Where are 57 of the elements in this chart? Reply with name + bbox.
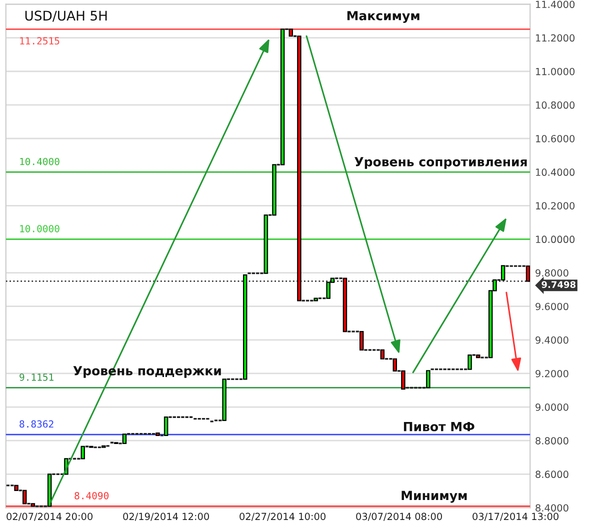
ref-line-label: 10.4000 xyxy=(20,158,60,166)
candlestick xyxy=(222,378,226,422)
candlestick xyxy=(272,164,276,216)
ref-line-label: 9.7498 xyxy=(542,281,576,288)
y-tick-label: 9.2000 xyxy=(536,370,568,378)
y-tick-label: 8.8000 xyxy=(536,437,568,444)
y-tick-label: 11.2000 xyxy=(536,34,575,42)
annotation: Максимум xyxy=(347,11,420,23)
candlestick xyxy=(30,503,36,507)
ref-line-label: 8.8362 xyxy=(20,420,54,428)
candlestick xyxy=(297,36,302,302)
candlestick xyxy=(47,474,52,507)
y-tick-label: 8.6000 xyxy=(536,470,568,478)
candlestick xyxy=(500,265,506,281)
candlestick xyxy=(526,266,530,282)
candlestick xyxy=(80,446,85,460)
candlestick xyxy=(468,354,472,370)
y-tick-label: 10.6000 xyxy=(536,134,575,142)
annotation: Минимум xyxy=(402,490,467,503)
candlestick xyxy=(288,28,293,37)
candlestick xyxy=(264,214,268,274)
candlestick xyxy=(401,370,406,390)
y-tick-label: 10.8000 xyxy=(536,101,575,109)
candlestick xyxy=(280,28,285,166)
candlestick xyxy=(243,274,248,380)
y-tick-label: 10.2000 xyxy=(536,202,575,210)
candlestick xyxy=(426,370,430,388)
candlestick xyxy=(164,416,168,436)
candlestick xyxy=(392,358,397,372)
ref-line-label: 8.4090 xyxy=(74,492,109,500)
annotation: Пивот МФ xyxy=(404,422,474,432)
candlestick xyxy=(359,330,364,351)
x-tick-label: 03/17/2014 13:00 xyxy=(472,512,558,521)
y-tick-label: 10.0000 xyxy=(536,236,575,244)
y-tick-label: 10.4000 xyxy=(536,168,575,176)
candlestick xyxy=(342,278,348,332)
candlestick xyxy=(326,282,330,299)
ref-line-label: 9.1151 xyxy=(20,373,54,381)
y-tick-label: 9.4000 xyxy=(536,336,568,344)
y-tick-label: 9.8000 xyxy=(536,269,568,277)
y-tick-label: 9.6000 xyxy=(536,302,568,310)
x-tick-label: 02/19/2014 12:00 xyxy=(123,512,209,521)
chart-title: USD/UAH 5H xyxy=(25,10,107,22)
x-tick-label: 02/27/2014 10:00 xyxy=(240,512,326,521)
ref-line-label: 11.2515 xyxy=(20,37,60,45)
x-tick-label: 03/07/2014 08:00 xyxy=(356,512,442,521)
candlestick xyxy=(14,484,18,492)
annotation: Уровень сопротивления xyxy=(354,157,527,169)
y-tick-label: 9.0000 xyxy=(536,404,568,411)
candlestick xyxy=(22,490,27,504)
y-tick-label: 11.0000 xyxy=(536,68,575,76)
x-tick-label: 02/07/2014 20:00 xyxy=(6,512,92,521)
y-tick-label: 11.4000 xyxy=(536,0,575,8)
candlestick xyxy=(122,434,127,444)
ref-line-label: 10.0000 xyxy=(20,224,60,232)
candlestick xyxy=(380,349,385,360)
y-tick-label: 8.4000 xyxy=(536,504,568,512)
